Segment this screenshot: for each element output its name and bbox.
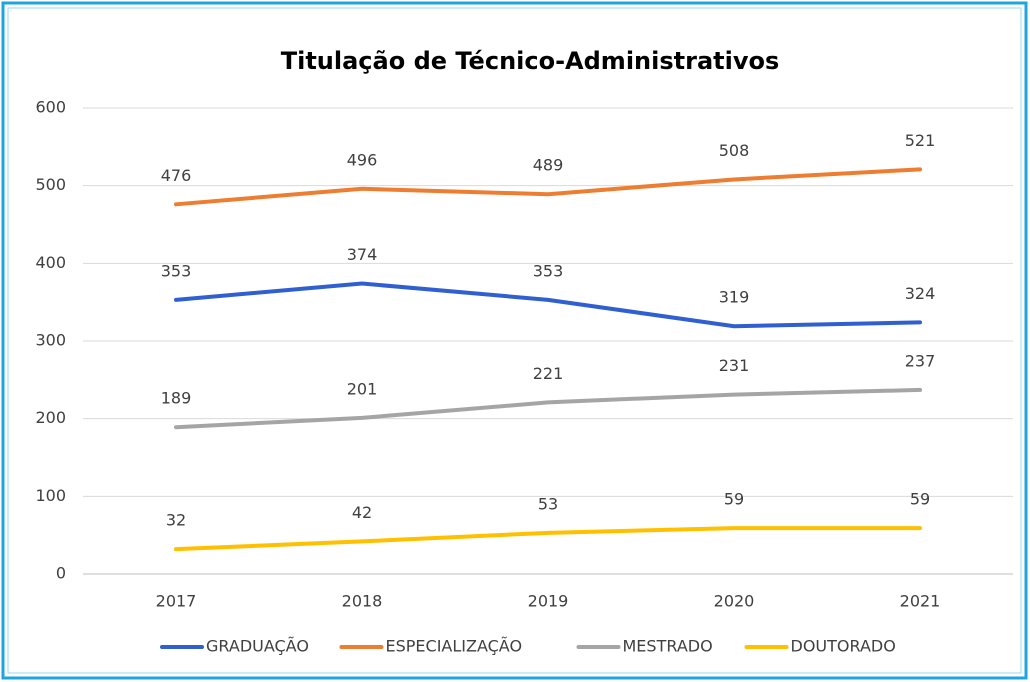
x-tick-label: 2021 [900,592,941,611]
chart-inner-frame [7,7,1022,674]
data-label: 353 [533,261,564,280]
series-line [174,387,922,430]
legend-label: ESPECIALIZAÇÃO [386,637,523,656]
series-line [174,526,922,552]
legend-label: GRADUAÇÃO [206,637,309,656]
data-label: 32 [166,511,186,530]
data-label: 237 [905,351,936,370]
data-label: 496 [347,150,378,169]
data-label: 189 [161,389,192,408]
y-tick-label: 400 [35,253,66,272]
legend-label: MESTRADO [623,637,713,656]
data-label: 489 [533,156,564,175]
data-label: 221 [533,364,564,383]
x-tick-label: 2020 [714,592,755,611]
x-tick-label: 2019 [528,592,569,611]
y-tick-label: 500 [35,175,66,194]
y-tick-label: 600 [35,98,66,117]
data-label: 319 [719,288,750,307]
y-tick-label: 200 [35,408,66,427]
legend-label: DOUTORADO [791,637,896,656]
series-line [174,281,922,329]
data-label: 53 [538,494,558,513]
data-label: 374 [347,245,378,264]
y-tick-label: 300 [35,331,66,350]
x-tick-label: 2018 [342,592,383,611]
data-label: 42 [352,503,372,522]
data-label: 521 [905,131,936,150]
data-label: 59 [910,490,930,509]
data-label: 476 [161,166,192,185]
data-label: 231 [719,356,750,375]
y-tick-label: 0 [56,564,66,583]
data-label: 353 [161,261,192,280]
y-tick-label: 100 [35,486,66,505]
data-label: 59 [724,490,744,509]
chart-title: Titulação de Técnico-Administrativos [281,47,780,75]
data-label: 324 [905,284,936,303]
data-label: 508 [719,141,750,160]
series-line [174,167,922,207]
data-label: 201 [347,379,378,398]
x-tick-label: 2017 [156,592,197,611]
